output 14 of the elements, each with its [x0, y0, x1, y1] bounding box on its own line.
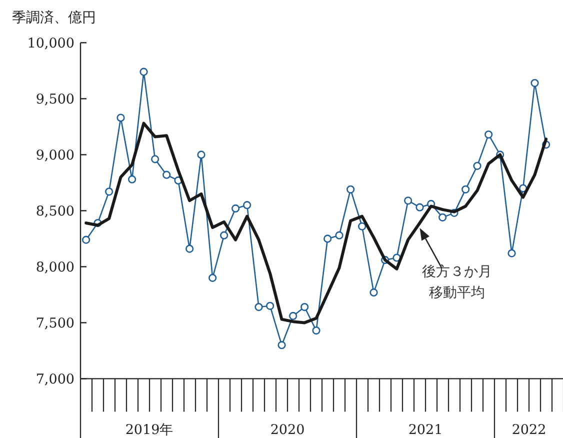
x-tick-label: 2020 — [270, 422, 305, 438]
y-tick-label: 7,500 — [36, 316, 74, 332]
y-tick-label: 8,000 — [36, 260, 74, 276]
annotation: 後方３か月移動平均 — [422, 264, 492, 302]
y-tick-label: 9,000 — [36, 148, 74, 164]
y-tick-label: 9,500 — [36, 92, 74, 108]
y-tick-label: 7,000 — [36, 372, 74, 388]
y-tick-label: 8,500 — [36, 204, 74, 220]
annotation: 後方３か月移動平均 — [420, 228, 492, 302]
y-axis-title: 季調済、億円 — [12, 10, 96, 26]
x-tick-label: 2019年 — [125, 422, 174, 438]
x-tick-label: 2022 — [512, 422, 546, 438]
y-tick-label: 10,000 — [27, 36, 74, 52]
x-tick-label: 2021 — [408, 422, 443, 438]
